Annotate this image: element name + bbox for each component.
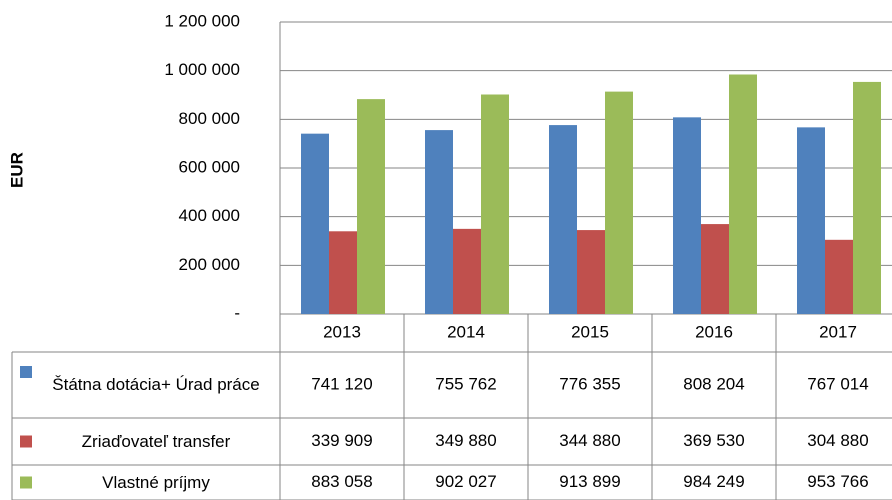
table-value: 953 766	[807, 472, 868, 491]
bar	[453, 228, 481, 314]
table-value: 767 014	[807, 374, 868, 393]
y-tick-label: 800 000	[179, 109, 240, 128]
legend-cell: Vlastné príjmy	[102, 472, 210, 492]
x-tick-label: 2013	[323, 322, 361, 341]
y-tick-label: 400 000	[179, 206, 240, 225]
x-tick-label: 2015	[571, 322, 609, 341]
bar	[481, 94, 509, 314]
table-value: 883 058	[311, 472, 372, 491]
bar	[701, 224, 729, 314]
legend-cell: Zriaďovateľ transfer	[81, 431, 231, 451]
table-value: 808 204	[683, 374, 744, 393]
legend-key	[20, 435, 32, 448]
bar	[673, 117, 701, 314]
table-value: 349 880	[435, 431, 496, 450]
bar	[301, 133, 329, 314]
table-value: 755 762	[435, 374, 496, 393]
bar	[549, 125, 577, 315]
table-value: 984 249	[683, 472, 744, 491]
table-value: 913 899	[559, 472, 620, 491]
legend-label: Štátna dotácia+ Úrad práce	[52, 375, 260, 394]
table-value: 369 530	[683, 431, 744, 450]
table-value: 741 120	[311, 374, 372, 393]
table-value: 304 880	[807, 431, 868, 450]
bar	[605, 91, 633, 314]
table-value: 902 027	[435, 472, 496, 491]
table-value: 776 355	[559, 374, 620, 393]
bar	[729, 74, 757, 314]
y-tick-label: 1 200 000	[164, 11, 240, 30]
bar	[329, 231, 357, 314]
x-tick-label: 2017	[819, 322, 857, 341]
x-tick-label: 2016	[695, 322, 733, 341]
y-tick-label: 1 000 000	[164, 60, 240, 79]
y-tick-label: 200 000	[179, 255, 240, 274]
y-tick-label: -	[234, 303, 240, 322]
x-tick-label: 2014	[447, 322, 485, 341]
bar	[357, 99, 385, 314]
legend-key	[20, 476, 32, 489]
legend-key	[20, 366, 32, 378]
bar	[577, 230, 605, 314]
bar	[853, 81, 881, 315]
legend-label: Vlastné príjmy	[102, 472, 210, 492]
bar	[825, 239, 853, 314]
y-axis-label: EUR	[7, 152, 26, 188]
y-tick-label: 600 000	[179, 157, 240, 176]
table-value: 344 880	[559, 431, 620, 450]
table-value: 339 909	[311, 431, 372, 450]
bar	[797, 127, 825, 314]
legend-cell: Štátna dotácia+ Úrad práce	[52, 375, 260, 394]
bar	[425, 130, 453, 314]
legend-label: Zriaďovateľ transfer	[81, 431, 231, 451]
